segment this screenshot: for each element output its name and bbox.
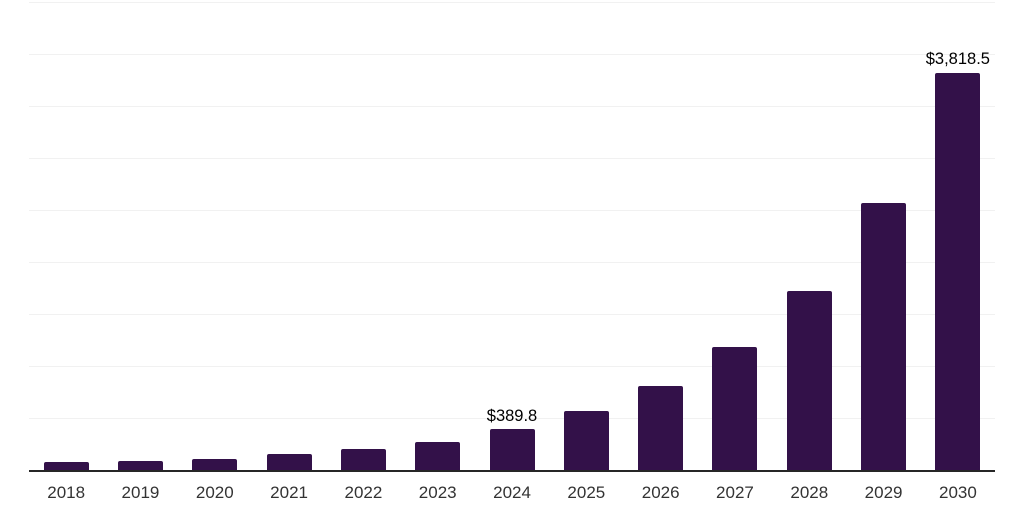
x-tick-2026: 2026 <box>641 483 680 502</box>
gridline <box>29 106 995 107</box>
data-label-2024: $389.8 <box>486 406 538 425</box>
bar-2026[interactable] <box>638 385 684 470</box>
bar-2019[interactable] <box>117 460 163 470</box>
plot-area: $389.8 $3,818.5 <box>29 2 995 470</box>
gridline <box>29 418 995 419</box>
x-tick-2023: 2023 <box>418 483 457 502</box>
x-tick-2030: 2030 <box>938 483 977 502</box>
bar-2030[interactable] <box>935 72 981 470</box>
gridline <box>29 2 995 3</box>
bar-2021[interactable] <box>266 454 312 470</box>
bar-2018[interactable] <box>43 462 89 470</box>
bar-2028[interactable] <box>786 290 832 470</box>
gridline <box>29 314 995 315</box>
x-tick-2022: 2022 <box>344 483 383 502</box>
x-tick-2025: 2025 <box>567 483 606 502</box>
x-tick-2027: 2027 <box>716 483 754 502</box>
bar-2027[interactable] <box>712 347 758 470</box>
x-tick-2029: 2029 <box>864 483 903 502</box>
x-axis-labels: 2018 2019 2020 2021 2022 2023 2024 2025 2026 2027… <box>29 483 995 503</box>
gridline <box>29 366 995 367</box>
x-tick-2018: 2018 <box>47 483 86 502</box>
bar-2025[interactable] <box>563 411 609 470</box>
gridline <box>29 158 995 159</box>
bar-2022[interactable] <box>340 448 386 470</box>
bar-2020[interactable] <box>192 459 238 470</box>
x-tick-2028: 2028 <box>790 483 829 502</box>
bar-2029[interactable] <box>861 203 907 470</box>
gridline <box>29 210 995 211</box>
x-tick-2019: 2019 <box>121 483 160 502</box>
x-tick-2024: 2024 <box>493 483 531 502</box>
x-tick-2021: 2021 <box>270 483 308 502</box>
data-label-2030: $3,818.5 <box>925 50 990 69</box>
x-tick-2020: 2020 <box>195 483 234 502</box>
x-axis-line <box>29 470 995 472</box>
gridline <box>29 262 995 263</box>
gridline <box>29 54 995 55</box>
bar-2024[interactable] <box>489 429 535 470</box>
bar-2023[interactable] <box>415 442 461 470</box>
